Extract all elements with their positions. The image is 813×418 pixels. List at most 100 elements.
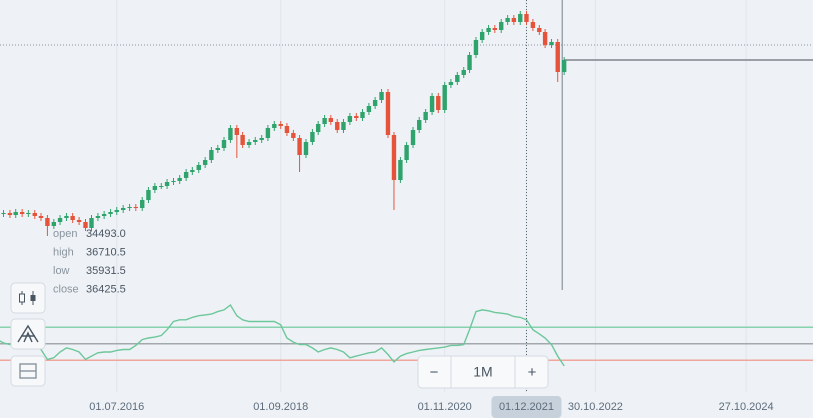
candle-body (291, 133, 296, 138)
candle-body (64, 216, 69, 218)
zoom-out[interactable]: − (430, 364, 439, 381)
candle-body (95, 216, 101, 218)
candle-body (410, 130, 416, 145)
candle-body (455, 75, 460, 82)
candle-body (561, 60, 567, 72)
tooltip-value: 36710.5 (86, 246, 126, 258)
indicator-button[interactable] (10, 318, 46, 350)
x-tick-label: 27.10.2024 (719, 401, 774, 413)
tooltip-label: low (53, 265, 70, 277)
candle-body (114, 210, 119, 212)
candle-body (518, 14, 523, 22)
candle-body (76, 220, 82, 222)
layout-button[interactable] (10, 355, 46, 387)
candle-body (436, 96, 441, 110)
candle-body (38, 216, 44, 218)
candle-body (486, 28, 491, 32)
toolbar (10, 282, 46, 387)
candle-body (499, 22, 504, 30)
tooltip-label: close (53, 283, 79, 295)
candle-body (265, 128, 271, 138)
candle-body (341, 122, 346, 130)
candle-body (322, 118, 327, 124)
candle-body (45, 218, 50, 226)
candle-body (448, 82, 454, 85)
candle-body (240, 135, 245, 145)
zoom-in[interactable]: + (528, 364, 537, 381)
indicator-line (0, 303, 565, 367)
candle-body (429, 96, 435, 112)
tooltip-value: 34493.0 (86, 228, 126, 240)
candle-body (246, 142, 252, 145)
candle-body (278, 124, 283, 126)
candle-body (177, 178, 182, 181)
grid (0, 0, 813, 392)
candle-body (215, 148, 220, 150)
candle-body (328, 118, 334, 122)
candle-body (542, 32, 548, 45)
candle-body (133, 207, 139, 208)
candle-body (379, 92, 384, 100)
candle-body (473, 40, 479, 55)
tooltip-value: 36425.5 (86, 283, 126, 295)
candle-body (530, 22, 536, 28)
candle-body (391, 135, 397, 180)
indicator (0, 303, 813, 367)
candle-body (272, 124, 277, 128)
candle-body (537, 28, 542, 32)
candle-body (423, 112, 428, 120)
candle-body (140, 200, 145, 208)
selected-tick-bg (491, 396, 562, 418)
candle-body (127, 207, 132, 208)
x-axis: 01.07.2016 01.09.2018 01.11.2020 01.12.2021… (89, 396, 774, 418)
candle-body (159, 186, 164, 187)
x-tick-label: 01.12.2021 (499, 401, 554, 413)
x-tick-label: 30.10.2022 (568, 401, 623, 413)
tooltip-label: high (53, 246, 74, 258)
candle-body (347, 116, 353, 122)
candle-body (202, 160, 208, 165)
candle-body (234, 128, 240, 135)
candle-body (26, 213, 31, 214)
candle-body (524, 14, 529, 22)
candle-body (171, 181, 176, 182)
interval[interactable]: 1M (473, 364, 492, 380)
candle-body (511, 18, 517, 22)
candle-body (398, 160, 403, 180)
candle-body (146, 190, 151, 200)
candle-body (32, 213, 37, 216)
candle-body (164, 182, 170, 186)
candle-body (549, 42, 554, 45)
candles (1, 11, 567, 236)
candle-body (83, 222, 88, 228)
candle-body (467, 55, 472, 70)
candles-button[interactable] (10, 282, 46, 314)
x-tick-label: 01.09.2018 (253, 401, 308, 413)
candle-body (13, 212, 18, 215)
candle-body (253, 140, 258, 142)
candle-body (19, 212, 25, 214)
candle-body (335, 122, 340, 130)
candle-body (108, 212, 113, 214)
candle-body (228, 128, 233, 140)
candle-body (284, 126, 290, 133)
candle-body (57, 218, 63, 222)
candle-body (259, 138, 264, 140)
candle-body (354, 116, 359, 118)
candle-body (404, 145, 409, 160)
candle-body (101, 214, 107, 216)
tooltip: open 34493.0 high 36710.5 low 35931.5 close 364… (53, 228, 126, 296)
candle-body (152, 186, 158, 190)
candle-body (209, 150, 214, 160)
candle-body (442, 85, 447, 110)
candle-body (372, 100, 378, 106)
zoom-control: − 1M + (417, 355, 549, 389)
candle-body (360, 112, 365, 118)
x-tick-label: 01.07.2016 (89, 401, 144, 413)
candle-body (70, 216, 75, 220)
candle-body (89, 218, 94, 228)
x-tick-label: 01.11.2020 (418, 401, 472, 413)
candle-body (385, 92, 391, 135)
candle-body (51, 222, 57, 226)
